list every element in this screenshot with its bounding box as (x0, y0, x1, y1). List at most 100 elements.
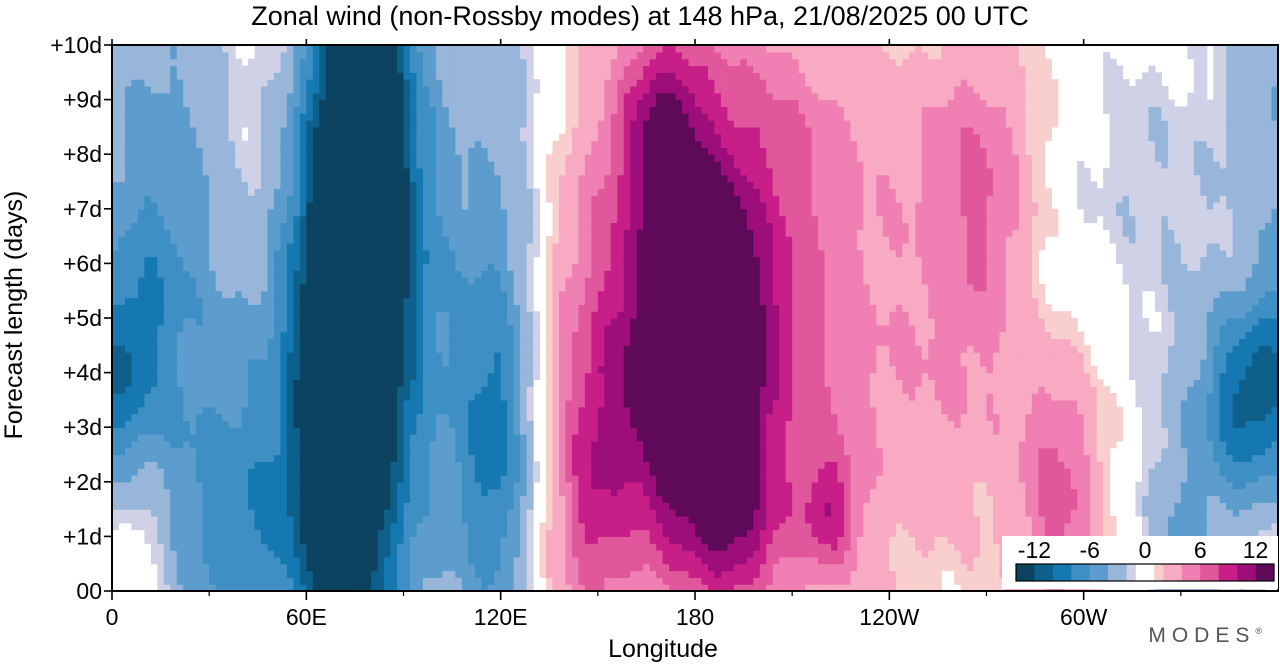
field-cell (1135, 488, 1143, 497)
field-cell (623, 570, 631, 578)
field-cell (1018, 495, 1026, 503)
field-cell (1096, 393, 1104, 401)
field-cell (150, 434, 158, 442)
field-cell (487, 481, 495, 490)
field-cell (869, 515, 877, 524)
field-cell (746, 495, 754, 503)
field-cell (338, 393, 346, 401)
field-cell (766, 556, 774, 565)
field-cell (435, 454, 443, 462)
field-cell (584, 427, 592, 435)
field-cell (124, 393, 133, 401)
field-cell (980, 570, 988, 578)
field-cell (584, 454, 592, 462)
field-cell (552, 570, 560, 578)
field-cell (869, 577, 877, 585)
field-cell (1265, 434, 1273, 442)
field-cell (565, 502, 573, 510)
field-cell (565, 406, 573, 415)
field-cell (941, 468, 949, 476)
field-cell (461, 556, 469, 565)
field-cell (805, 461, 813, 469)
field-cell (805, 481, 813, 490)
field-cell (390, 577, 398, 585)
field-cell (1057, 413, 1065, 421)
field-cell (584, 570, 592, 578)
field-cell (792, 413, 800, 421)
field-cell (526, 570, 534, 578)
field-cell (448, 434, 456, 442)
field-cell (798, 522, 806, 531)
field-cell (345, 413, 353, 421)
field-cell (481, 454, 489, 462)
field-cell (520, 440, 528, 449)
field-cell (546, 577, 554, 585)
field-cell (882, 529, 890, 537)
field-cell (1070, 393, 1078, 401)
field-cell (636, 413, 644, 421)
field-cell (843, 563, 852, 572)
field-cell (1051, 447, 1059, 456)
field-cell (150, 509, 158, 517)
field-cell (856, 543, 865, 551)
field-cell (1161, 393, 1169, 401)
field-cell (1018, 447, 1026, 456)
field-cell (967, 461, 975, 469)
field-cell (759, 399, 767, 408)
field-cell (753, 495, 761, 503)
field-cell (1103, 454, 1111, 462)
field-cell (902, 584, 910, 591)
field-cell (507, 399, 515, 408)
field-cell (1103, 434, 1111, 442)
field-cell (248, 570, 256, 578)
field-cell (565, 515, 573, 524)
field-cell (992, 468, 1001, 476)
field-cell (1219, 454, 1227, 462)
field-cell (299, 434, 307, 442)
field-cell (591, 399, 599, 408)
field-cell (753, 543, 761, 551)
field-cell (196, 550, 204, 558)
field-cell (248, 386, 256, 394)
field-cell (215, 413, 223, 421)
field-cell (468, 543, 476, 551)
field-cell (1245, 406, 1253, 415)
field-cell (435, 393, 443, 401)
field-cell (358, 495, 366, 503)
field-cell (241, 502, 249, 510)
field-cell (209, 563, 217, 572)
field-cell (720, 495, 728, 503)
field-cell (1005, 406, 1014, 415)
field-cell (1219, 413, 1227, 421)
field-cell (435, 474, 443, 483)
field-cell (196, 386, 204, 394)
field-cell (831, 454, 839, 462)
field-cell (636, 550, 644, 558)
field-cell (286, 584, 294, 591)
field-cell (157, 515, 165, 524)
field-cell (688, 447, 696, 456)
field-cell (189, 584, 197, 591)
field-cell (371, 440, 379, 449)
field-cell (656, 454, 664, 462)
field-cell (1232, 481, 1240, 490)
field-cell (150, 386, 158, 394)
field-cell (1038, 454, 1046, 462)
field-cell (1193, 468, 1201, 476)
field-cell (442, 393, 450, 401)
field-cell (1064, 447, 1072, 456)
field-cell (546, 536, 554, 544)
field-cell (889, 536, 897, 544)
field-cell (1193, 393, 1201, 401)
field-cell (980, 488, 988, 497)
field-cell (1057, 522, 1065, 531)
field-cell (371, 529, 379, 537)
field-cell (319, 509, 327, 517)
field-cell (811, 481, 819, 490)
field-cell (1271, 413, 1278, 421)
field-cell (442, 399, 450, 408)
field-cell (500, 556, 508, 565)
field-cell (215, 515, 223, 524)
field-cell (792, 584, 800, 591)
field-cell (960, 474, 968, 483)
